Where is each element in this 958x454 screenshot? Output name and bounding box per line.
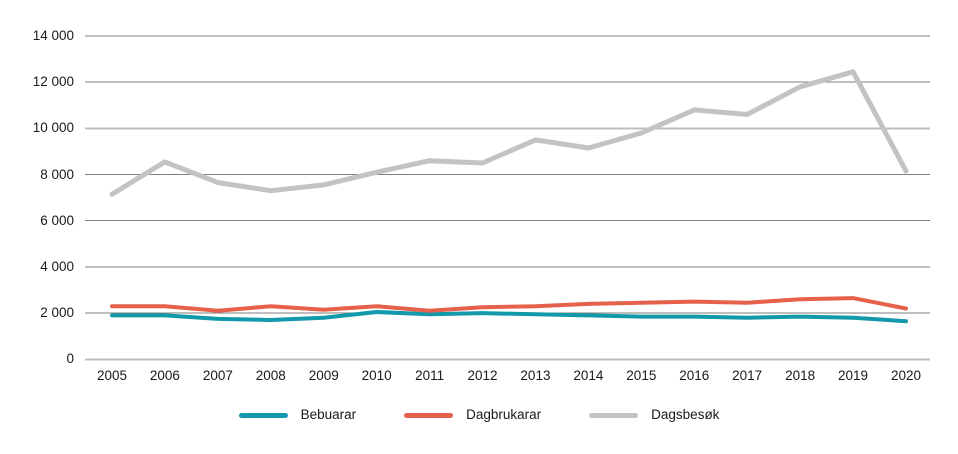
x-axis-tick-label: 2012 xyxy=(467,368,498,383)
x-axis-tick-label: 2019 xyxy=(838,368,869,383)
x-axis-tick-label: 2020 xyxy=(890,368,921,383)
x-axis-tick-label: 2017 xyxy=(732,368,763,383)
x-axis-tick-label: 2013 xyxy=(520,368,551,383)
y-axis-tick-label: 2 000 xyxy=(40,305,74,321)
y-axis-tick-label: 6 000 xyxy=(40,212,74,228)
x-axis-tick-label: 2007 xyxy=(202,368,233,383)
y-axis-tick-label: 8 000 xyxy=(40,166,74,182)
x-axis-tick-label: 2016 xyxy=(679,368,710,383)
series-line-dagbrukarar xyxy=(110,296,908,313)
legend-label: Bebuarar xyxy=(300,407,357,422)
x-axis-tick-label: 2011 xyxy=(415,368,445,383)
legend-line-swatch-dagsbesok-icon xyxy=(589,412,639,418)
y-axis-tick-label: 0 xyxy=(66,351,74,367)
x-axis-tick-label: 2010 xyxy=(361,368,392,383)
x-axis-tick-label: 2009 xyxy=(308,368,339,383)
y-axis-tick-label: 4 000 xyxy=(40,258,74,274)
legend-line-swatch-bebuarar-icon xyxy=(238,412,288,418)
legend-item-dagbrukarar: Dagbrukarar xyxy=(404,405,541,425)
y-axis-tick-label: 10 000 xyxy=(32,120,74,136)
x-axis-tick-label: 2014 xyxy=(573,368,604,383)
legend-item-dagsbesok: Dagsbesøk xyxy=(589,405,719,425)
y-axis-tick-label: 12 000 xyxy=(32,74,74,90)
series-line-bebuarar xyxy=(110,310,908,324)
x-axis-tick-label: 2005 xyxy=(96,368,128,383)
legend: Bebuarar Dagbrukarar Dagsbesøk xyxy=(0,405,958,425)
x-axis-tick-label: 2018 xyxy=(785,368,816,383)
series-line-dagsbesok xyxy=(109,69,909,197)
y-axis-tick-label: 14 000 xyxy=(32,28,74,43)
legend-label: Dagbrukarar xyxy=(466,407,542,422)
legend-item-bebuarar: Bebuarar xyxy=(238,405,357,425)
x-axis-tick-label: 2008 xyxy=(255,368,286,383)
legend-line-swatch-dagbrukarar-icon xyxy=(404,412,454,418)
legend-label: Dagsbesøk xyxy=(651,407,720,422)
x-axis-tick-label: 2015 xyxy=(626,368,657,383)
x-axis-tick-label: 2006 xyxy=(149,368,180,383)
